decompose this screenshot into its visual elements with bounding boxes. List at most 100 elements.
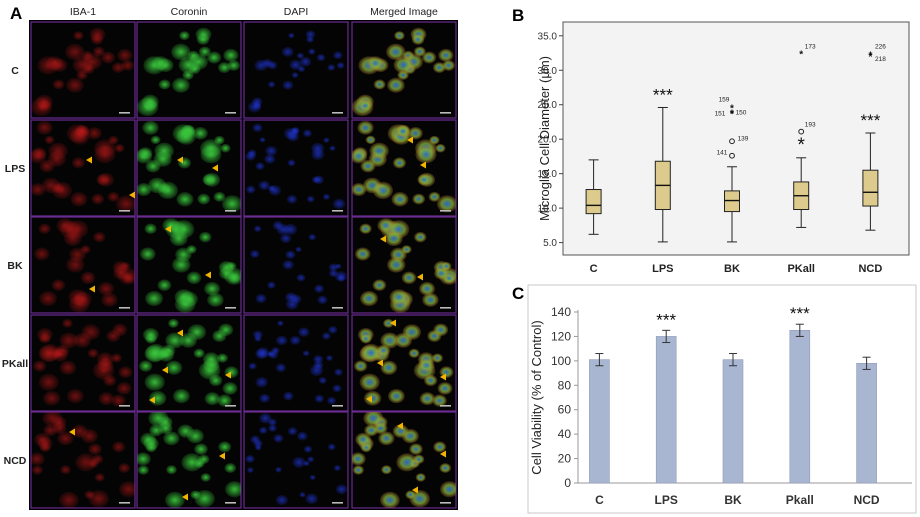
scale-bar xyxy=(119,502,130,504)
cell xyxy=(38,223,51,234)
scale-bar xyxy=(225,112,236,114)
cell xyxy=(74,125,90,138)
column-header-2: Coronin xyxy=(171,6,208,18)
significance-marker: *** xyxy=(656,310,676,329)
cell xyxy=(250,435,261,444)
cell xyxy=(437,382,453,395)
scale-bar xyxy=(119,405,130,407)
cell xyxy=(305,30,316,39)
scale-bar xyxy=(440,112,451,114)
arrowhead-icon xyxy=(205,271,211,279)
cell xyxy=(259,393,271,403)
cell xyxy=(196,34,210,45)
x-tick-label: C xyxy=(590,263,598,275)
cell xyxy=(75,453,97,472)
y-tick-label: 20 xyxy=(558,452,572,466)
cell xyxy=(222,382,238,395)
cell xyxy=(220,143,231,153)
cell xyxy=(200,145,222,164)
cell xyxy=(389,289,409,306)
row-label-ncd: NCD xyxy=(4,455,27,467)
cell xyxy=(287,159,296,167)
cell xyxy=(187,324,207,340)
cell xyxy=(68,289,88,306)
cell xyxy=(259,137,266,143)
cell xyxy=(225,481,241,498)
cell xyxy=(80,428,98,444)
cell xyxy=(148,177,167,194)
x-tick-label: PKall xyxy=(787,263,815,275)
y-tick-label: 5.0 xyxy=(543,238,557,249)
outlier-label: 218 xyxy=(875,56,886,63)
cell xyxy=(140,432,157,447)
cell xyxy=(71,157,86,169)
cell xyxy=(103,374,117,387)
cell xyxy=(258,180,270,191)
x-tick-label: BK xyxy=(724,493,742,507)
arrowhead-icon xyxy=(219,452,225,460)
cell xyxy=(422,292,439,307)
y-tick-label: 35.0 xyxy=(538,31,558,42)
micrograph-lps-coronin xyxy=(136,119,242,217)
cell xyxy=(267,81,276,88)
cell xyxy=(380,491,400,508)
cell xyxy=(202,174,216,186)
cell xyxy=(299,56,312,67)
cell xyxy=(80,245,91,254)
cell xyxy=(252,123,263,133)
cell xyxy=(200,473,211,482)
cell xyxy=(429,135,440,145)
cell xyxy=(181,453,203,472)
micrograph-bk-merge xyxy=(351,216,457,314)
cell xyxy=(39,159,55,173)
x-tick-label: BK xyxy=(724,263,740,275)
cell xyxy=(434,267,449,280)
cell xyxy=(282,80,294,90)
y-tick-label: 10.0 xyxy=(538,204,558,215)
outlier-star: * xyxy=(730,103,734,114)
cell xyxy=(94,473,105,482)
scale-bar xyxy=(440,210,451,212)
bar-lps xyxy=(655,336,677,484)
cell xyxy=(308,233,317,241)
scale-bar xyxy=(225,502,236,504)
cell xyxy=(298,327,310,337)
cell xyxy=(172,256,191,273)
arrowhead-icon xyxy=(69,428,75,436)
outlier-label: 173 xyxy=(805,44,816,51)
row-label-c: C xyxy=(11,65,19,77)
cell xyxy=(392,157,407,169)
scale-bar xyxy=(332,405,343,407)
cell xyxy=(262,58,273,68)
cell xyxy=(98,392,115,406)
cell xyxy=(157,279,172,291)
row-label-bk: BK xyxy=(7,260,23,272)
x-tick-label: Pkall xyxy=(786,493,814,507)
outlier-circle xyxy=(729,138,735,145)
cell xyxy=(318,376,327,384)
cell xyxy=(118,463,131,474)
cell xyxy=(415,145,437,164)
cell xyxy=(245,454,255,464)
cell xyxy=(90,34,104,45)
cell xyxy=(194,443,208,455)
cell xyxy=(253,225,262,232)
cell xyxy=(259,412,272,424)
cell xyxy=(84,490,95,500)
cell xyxy=(352,182,367,197)
cell xyxy=(73,31,84,41)
cell xyxy=(264,154,276,164)
micrograph-bk-dapi xyxy=(243,216,349,314)
scale-bar xyxy=(119,112,130,114)
cell xyxy=(112,441,126,453)
cell xyxy=(253,102,262,110)
cell xyxy=(80,271,96,285)
cell xyxy=(408,348,420,358)
cell xyxy=(145,290,164,307)
scale-bar xyxy=(440,502,451,504)
cell xyxy=(291,72,299,79)
cell xyxy=(59,360,77,375)
cell xyxy=(418,358,435,373)
cell xyxy=(51,279,66,291)
cell xyxy=(213,191,226,202)
